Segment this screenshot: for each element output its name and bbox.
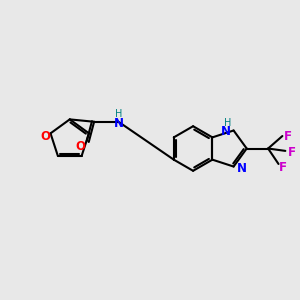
Text: N: N: [221, 125, 231, 139]
Text: N: N: [113, 117, 124, 130]
Text: O: O: [40, 130, 50, 143]
Text: F: F: [288, 146, 296, 159]
Text: N: N: [237, 161, 247, 175]
Text: H: H: [224, 118, 231, 128]
Text: F: F: [279, 161, 287, 174]
Text: F: F: [284, 130, 292, 143]
Text: H: H: [115, 110, 122, 119]
Text: O: O: [75, 140, 85, 153]
